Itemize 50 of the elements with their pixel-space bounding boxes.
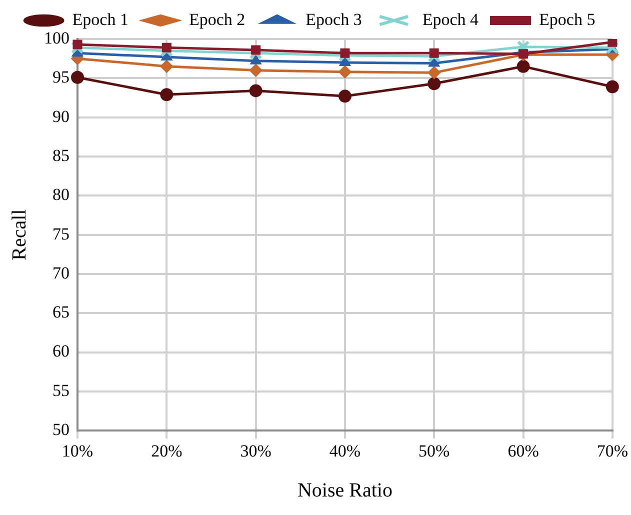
x-tick-label: 30% <box>240 441 272 460</box>
point <box>338 65 352 78</box>
x-tick-label: 60% <box>508 441 539 460</box>
point <box>608 39 618 47</box>
legend-label: Epoch 1 <box>72 10 128 29</box>
y-tick-label: 60 <box>52 342 70 361</box>
point <box>516 60 530 73</box>
legend-label: Epoch 4 <box>422 10 480 29</box>
point <box>516 40 530 54</box>
y-tick-label: 70 <box>52 263 70 282</box>
y-tick-label: 85 <box>52 146 70 165</box>
y-axis-title: Recall <box>8 208 30 260</box>
y-tick-label: 65 <box>52 302 70 322</box>
point <box>428 50 441 63</box>
point <box>428 77 441 90</box>
point <box>340 48 350 58</box>
point <box>160 44 174 58</box>
point <box>160 88 174 102</box>
legend-label: Epoch 2 <box>188 10 246 29</box>
y-tick-label: 95 <box>52 68 70 87</box>
x-axis-title: Noise Ratio <box>297 479 392 502</box>
x-tick-label: 50% <box>418 441 450 460</box>
point <box>428 56 440 67</box>
point <box>71 70 84 84</box>
x-tick-label: 10% <box>62 441 94 460</box>
y-tick-label: 75 <box>52 224 70 244</box>
point <box>251 45 261 55</box>
point <box>428 66 441 80</box>
point <box>606 80 619 94</box>
point <box>249 46 262 60</box>
point <box>72 40 82 50</box>
point <box>71 41 84 54</box>
y-tick-label: 80 <box>52 185 70 204</box>
point <box>518 49 528 59</box>
point <box>338 90 352 103</box>
y-tick-label: 55 <box>52 380 70 400</box>
x-tick-label: 40% <box>329 441 361 460</box>
y-tick-label: 50 <box>52 420 70 440</box>
point <box>249 64 262 77</box>
point <box>160 60 174 73</box>
point <box>429 48 439 58</box>
point <box>162 42 172 52</box>
point <box>249 84 262 98</box>
legend-label: Epoch 5 <box>539 10 596 29</box>
y-tick-label: 90 <box>52 106 70 126</box>
x-tick-label: 70% <box>596 441 628 460</box>
x-tick-label: 20% <box>151 441 182 460</box>
y-tick-label: 100 <box>44 28 70 48</box>
legend-label: Epoch 3 <box>306 10 362 29</box>
point <box>338 49 352 62</box>
